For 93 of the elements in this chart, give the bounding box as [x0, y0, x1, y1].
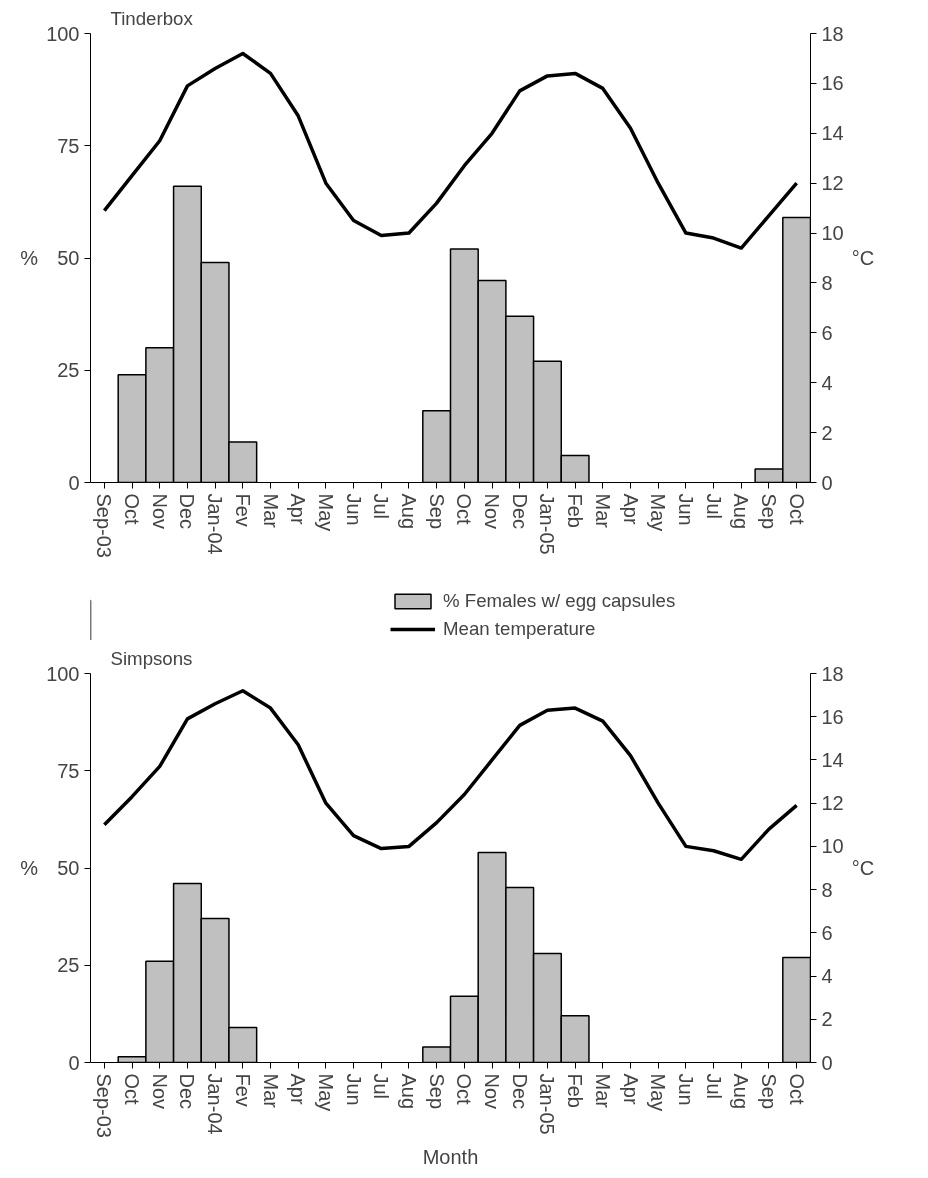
y2-tick-label: 10: [821, 835, 844, 858]
x-tick-label: Jul: [370, 1073, 393, 1100]
x-tick-label: Sep-03: [93, 1073, 116, 1138]
y2-tick-label: 14: [821, 748, 844, 771]
x-tick-label: Apr: [619, 493, 642, 525]
x-tick-label: Sep-03: [93, 493, 116, 558]
y2-axis-title: °C: [851, 247, 875, 269]
y2-tick-label: 14: [821, 122, 844, 145]
x-tick-label: Sep: [757, 493, 780, 530]
x-tick-label: Oct: [121, 493, 144, 526]
x-tick-label: Apr: [619, 1073, 642, 1105]
y2-tick-label: 6: [821, 321, 833, 344]
y2-tick-label: 16: [821, 72, 844, 95]
chart-title: Tinderbox: [110, 7, 194, 29]
x-tick-label: Jun: [342, 1073, 365, 1106]
x-tick-label: Fev: [231, 493, 254, 527]
y2-tick-label: 4: [821, 965, 833, 988]
y-axis-title: %: [20, 247, 39, 269]
y2-tick-label: 6: [821, 921, 833, 944]
x-tick-label: Mar: [259, 1073, 282, 1109]
y-tick-label: 50: [57, 857, 80, 879]
x-tick-label: Sep: [425, 1073, 448, 1110]
y2-tick-label: 18: [821, 22, 844, 45]
y-tick-label: 100: [46, 662, 80, 685]
x-tick-label: Aug: [397, 493, 420, 530]
x-tick-label: Feb: [564, 493, 587, 528]
x-tick-label: Aug: [730, 493, 753, 530]
x-tick-label: Jan-04: [204, 493, 227, 555]
y-tick-label: 0: [68, 1051, 80, 1074]
x-tick-label: Jun: [674, 1073, 697, 1106]
y2-tick-label: 12: [821, 792, 844, 815]
x-tick-label: Nov: [148, 1073, 171, 1110]
y2-tick-label: 2: [821, 421, 833, 444]
x-tick-label: Apr: [287, 1073, 310, 1105]
x-tick-label: Jan-04: [204, 1073, 227, 1135]
y-tick-label: 75: [57, 134, 80, 157]
legend-label: Mean temperature: [443, 618, 596, 640]
x-tick-label: Fev: [231, 1073, 254, 1107]
x-tick-label: Jul: [702, 493, 725, 520]
x-tick-label: Oct: [121, 1073, 144, 1106]
y-axis-title: %: [20, 857, 39, 879]
y2-tick-label: 2: [821, 1008, 833, 1031]
x-tick-label: Oct: [453, 493, 476, 526]
x-tick-label: Apr: [287, 493, 310, 525]
x-tick-label: Nov: [148, 493, 171, 530]
y-tick-label: 75: [57, 759, 80, 782]
y2-tick-label: 8: [821, 878, 833, 901]
y2-tick-label: 0: [821, 471, 833, 494]
y2-tick-label: 0: [821, 1051, 833, 1074]
y-tick-label: 100: [46, 22, 80, 45]
x-tick-label: Jul: [702, 1073, 725, 1100]
x-tick-label: Jan-05: [536, 493, 559, 555]
y2-tick-label: 12: [821, 172, 844, 195]
x-tick-label: Dec: [176, 1073, 199, 1110]
line-series: [102, 689, 799, 862]
x-tick-label: Mar: [591, 493, 614, 529]
x-tick-label: May: [314, 493, 337, 532]
y2-tick-label: 8: [821, 271, 833, 294]
x-tick-label: Dec: [508, 493, 531, 530]
x-tick-label: Jun: [674, 493, 697, 526]
y-tick-label: 25: [57, 359, 80, 382]
x-tick-label: Dec: [176, 493, 199, 530]
x-tick-label: Oct: [785, 1073, 808, 1106]
x-tick-label: Nov: [481, 1073, 504, 1110]
x-tick-label: Dec: [508, 1073, 531, 1110]
x-tick-label: May: [647, 493, 670, 532]
x-tick-label: Jul: [370, 493, 393, 520]
legend-label: % Females w/ egg capsules: [443, 590, 676, 612]
y2-axis-title: °C: [851, 857, 875, 879]
x-tick-label: Mar: [591, 1073, 614, 1109]
y2-tick-label: 10: [821, 222, 844, 245]
line-series: [102, 51, 799, 250]
y2-tick-label: 4: [821, 371, 833, 394]
x-tick-label: May: [314, 1073, 337, 1112]
x-tick-label: Jan-05: [536, 1073, 559, 1135]
x-tick-label: Nov: [481, 493, 504, 530]
x-tick-label: May: [647, 1073, 670, 1112]
y2-tick-label: 16: [821, 705, 844, 728]
chart-title: Simpsons: [110, 647, 193, 669]
y-tick-label: 0: [68, 471, 80, 494]
x-tick-label: Aug: [397, 1073, 420, 1110]
y-tick-label: 50: [57, 247, 80, 269]
x-tick-label: Jun: [342, 493, 365, 526]
y2-tick-label: 18: [821, 662, 844, 685]
x-tick-label: Oct: [785, 493, 808, 526]
x-tick-label: Feb: [564, 1073, 587, 1108]
x-axis-title: Month: [422, 1145, 479, 1168]
y-tick-label: 25: [57, 954, 80, 977]
x-tick-label: Sep: [757, 1073, 780, 1110]
x-tick-label: Mar: [259, 493, 282, 529]
x-tick-label: Oct: [453, 1073, 476, 1106]
x-tick-label: Sep: [425, 493, 448, 530]
x-tick-label: Aug: [730, 1073, 753, 1110]
